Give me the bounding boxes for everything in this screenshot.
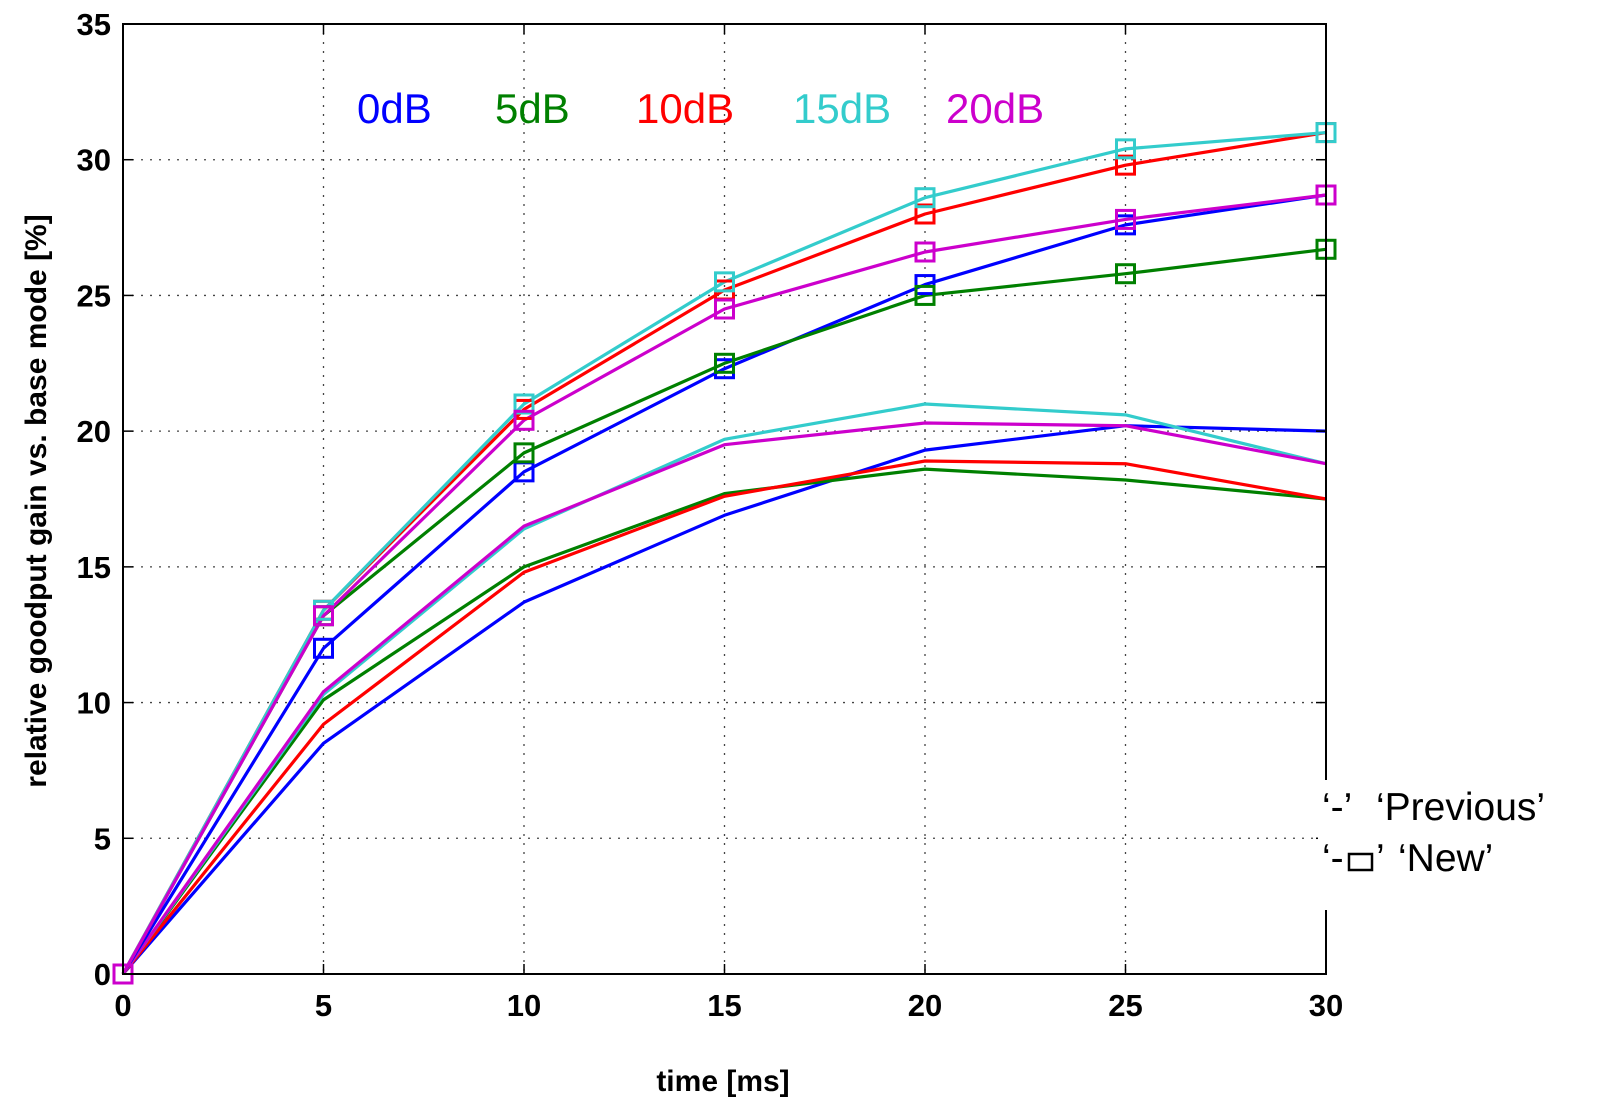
data-point-marker bbox=[714, 352, 735, 374]
legend-square-marker-icon bbox=[1347, 852, 1374, 872]
y-tick-label: 10 bbox=[77, 686, 111, 721]
x-tick-label: 15 bbox=[707, 988, 741, 1023]
series-label: 15dB bbox=[793, 85, 891, 132]
data-point-marker bbox=[914, 284, 936, 306]
series-label: 20dB bbox=[946, 85, 1044, 132]
x-axis-label: time [ms] bbox=[656, 1065, 789, 1098]
data-point-marker bbox=[513, 442, 535, 464]
y-axis-label: relative goodput gain vs. base mode [%] bbox=[20, 214, 53, 787]
y-tick-label: 35 bbox=[77, 7, 111, 42]
series-labels: 0dB 5dB 10dB 15dB 20dB bbox=[357, 85, 1044, 132]
y-tick-labels: 0 5 10 15 20 25 30 35 bbox=[77, 7, 111, 992]
y-tick-label: 20 bbox=[77, 414, 111, 449]
data-point-marker bbox=[914, 274, 936, 296]
legend-background bbox=[1318, 780, 1618, 910]
legend-new-label: ‘New’ bbox=[1398, 837, 1493, 880]
legend-previous-symbol: ‘-’ bbox=[1322, 786, 1352, 829]
legend-new-symbol-left: ‘- bbox=[1322, 837, 1344, 880]
y-tick-label: 0 bbox=[94, 957, 111, 992]
series-label: 0dB bbox=[357, 85, 432, 132]
data-point-marker bbox=[714, 271, 735, 293]
x-tick-label: 25 bbox=[1108, 988, 1142, 1023]
data-point-marker bbox=[714, 298, 735, 320]
legend: ‘-’ ‘Previous’ ‘- ’ ‘New’ bbox=[1318, 780, 1618, 910]
y-tick-label: 5 bbox=[94, 821, 111, 856]
x-tick-label: 30 bbox=[1309, 988, 1343, 1023]
x-tick-label: 20 bbox=[908, 988, 942, 1023]
data-point-marker bbox=[1115, 208, 1136, 230]
axis-ticks bbox=[122, 23, 1327, 975]
data-point-marker bbox=[914, 203, 936, 225]
data-point-marker bbox=[513, 409, 535, 431]
series-line bbox=[121, 193, 1327, 975]
y-tick-label: 30 bbox=[77, 143, 111, 178]
series-line bbox=[121, 459, 1327, 976]
x-tick-label: 5 bbox=[315, 988, 332, 1023]
series-line bbox=[121, 467, 1327, 975]
series-label: 5dB bbox=[495, 85, 570, 132]
legend-new-symbol-right: ’ bbox=[1376, 837, 1385, 880]
y-tick-label: 15 bbox=[77, 550, 111, 585]
data-point-marker bbox=[313, 637, 334, 659]
series-line bbox=[121, 421, 1327, 975]
data-point-marker bbox=[914, 187, 936, 209]
data-point-marker bbox=[1115, 263, 1136, 285]
x-tick-labels: 0 5 10 15 20 25 30 bbox=[114, 988, 1343, 1023]
x-tick-label: 10 bbox=[507, 988, 541, 1023]
series-label: 10dB bbox=[636, 85, 734, 132]
series-line bbox=[121, 193, 1327, 975]
legend-previous-label: ‘Previous’ bbox=[1376, 786, 1545, 829]
data-point-marker bbox=[1115, 138, 1136, 160]
data-point-marker bbox=[513, 393, 535, 415]
data-point-marker bbox=[1115, 154, 1136, 176]
data-point-marker bbox=[313, 605, 334, 627]
data-point-marker bbox=[914, 241, 936, 263]
x-tick-label: 0 bbox=[114, 988, 131, 1023]
y-tick-label: 25 bbox=[77, 278, 111, 313]
